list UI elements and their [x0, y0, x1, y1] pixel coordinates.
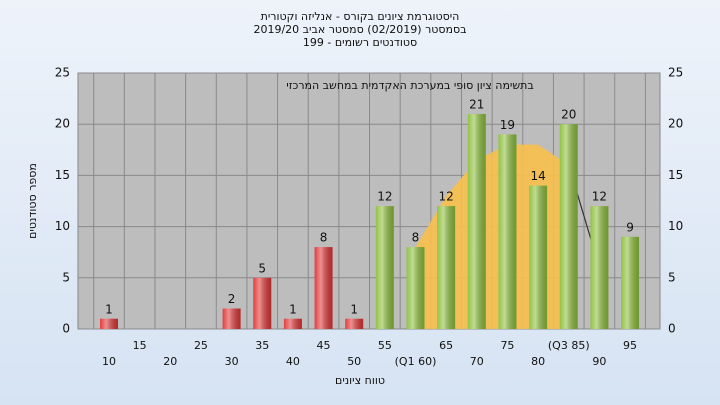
value-label: 19	[500, 118, 515, 132]
chart-subtitle: בסמסטר (02/2019) סמסטר אביב 2019/20	[253, 23, 466, 36]
value-label: 2	[228, 292, 236, 306]
bar-shade	[100, 318, 118, 329]
bar-shade	[283, 318, 302, 329]
y-tick-label: 5	[62, 270, 70, 284]
annotation: בתשימה ציון סופי במערכת האקדמית במחשב המ…	[286, 79, 534, 92]
x-tick-label: 35	[255, 339, 269, 352]
y2-tick-label: 5	[668, 270, 676, 284]
x-tick-label: 70	[470, 355, 484, 368]
x-tick-label: 25	[194, 339, 208, 352]
y-tick-label: 0	[62, 322, 70, 336]
value-label: 12	[592, 190, 607, 204]
chart-subtitle: סטודנטים רשומים - 199	[303, 36, 417, 49]
x-tick-label: 30	[225, 355, 239, 368]
x-tick-label: 10	[102, 355, 116, 368]
bar-shade	[437, 206, 456, 329]
bar-shade	[375, 206, 394, 329]
x-tick-label: 55	[378, 339, 392, 352]
y2-tick-label: 0	[668, 322, 676, 336]
x-tick-label: 95	[623, 339, 637, 352]
value-label: 8	[320, 231, 328, 245]
bar-shade	[467, 113, 486, 330]
x-tick-label: 90	[592, 355, 606, 368]
x-tick-label: 20	[163, 355, 177, 368]
y-axis-label: מספר סטודנטים	[26, 163, 39, 239]
bar-shade	[345, 318, 364, 329]
x-tick-label: 50	[347, 355, 361, 368]
x-tick-label: 80	[531, 355, 545, 368]
y-tick-label: 20	[55, 117, 70, 131]
value-label: 1	[350, 302, 358, 316]
bar-shade	[498, 134, 517, 329]
bar-shade	[253, 277, 272, 329]
value-label: 9	[626, 220, 634, 234]
y2-tick-label: 25	[668, 66, 683, 80]
y2-tick-label: 15	[668, 168, 683, 182]
value-label: 12	[377, 190, 392, 204]
x-tick-label: 15	[133, 339, 147, 352]
bars	[100, 113, 640, 330]
bar-shade	[529, 185, 548, 329]
x-tick-label: 65	[439, 339, 453, 352]
value-label: 20	[561, 108, 576, 122]
bar-shade	[590, 206, 609, 329]
value-label: 1	[105, 302, 113, 316]
value-label: 12	[439, 190, 454, 204]
chart-title: היסטוגרמת ציונים בקורס - אנליזה וקטורית	[261, 10, 460, 23]
bar-shade	[314, 247, 333, 329]
y-tick-label: 10	[55, 219, 70, 233]
x-tick-label: (Q3 85)	[548, 339, 590, 352]
x-axis-label: טווח ציונים	[335, 374, 385, 387]
x-tick-label: 45	[317, 339, 331, 352]
y-tick-label: 25	[55, 66, 70, 80]
bar-shade	[559, 124, 578, 329]
bar-shade	[222, 308, 241, 329]
x-tick-label: 40	[286, 355, 300, 368]
value-label: 5	[258, 261, 266, 275]
x-tick-label: (Q1 60)	[395, 355, 437, 368]
value-label: 8	[412, 231, 420, 245]
value-label: 14	[530, 169, 545, 183]
y2-tick-label: 20	[668, 117, 683, 131]
bar-shade	[621, 236, 640, 329]
x-tick-label: 75	[500, 339, 514, 352]
value-label: 21	[469, 97, 484, 111]
y-tick-label: 15	[55, 168, 70, 182]
bar-shade	[406, 247, 425, 329]
value-label: 1	[289, 302, 297, 316]
y2-tick-label: 10	[668, 219, 683, 233]
